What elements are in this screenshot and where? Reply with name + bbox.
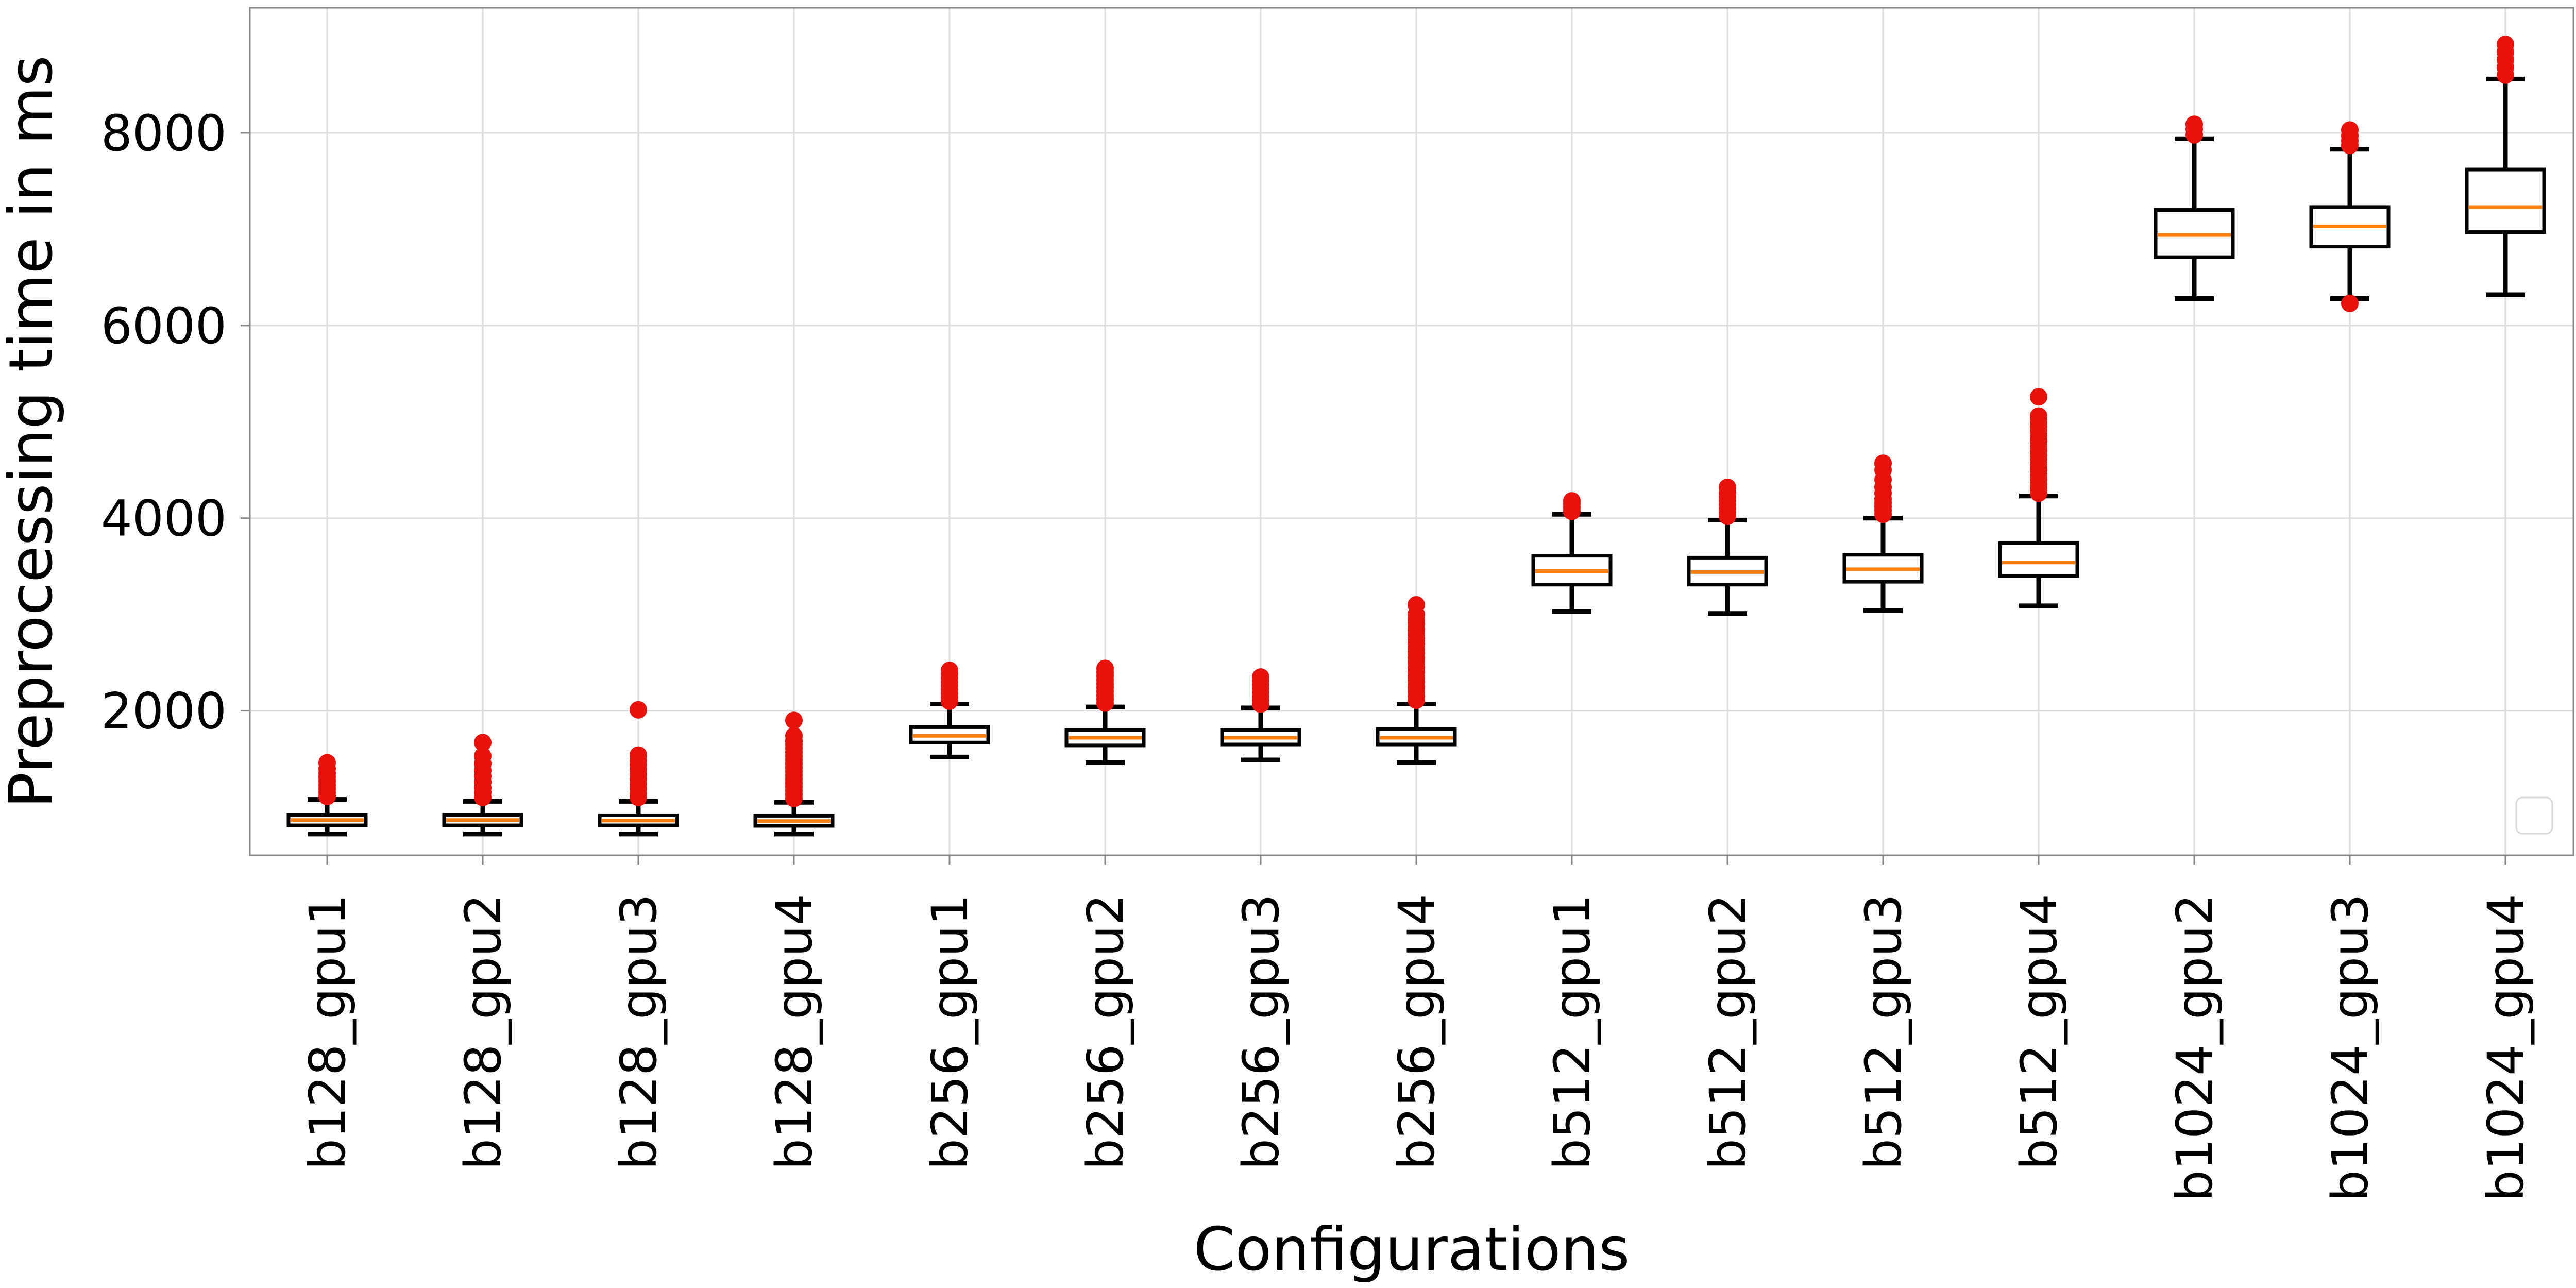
outlier-point	[2030, 407, 2047, 425]
box-b512_gpu4	[1998, 388, 2079, 608]
outlier-point	[474, 734, 492, 752]
outlier-point	[785, 727, 803, 745]
x-tick-label: b256_gpu2	[1077, 894, 1134, 1170]
box-b1024_gpu3	[2309, 121, 2391, 312]
outlier-point	[2341, 294, 2359, 312]
box-iqr	[1998, 541, 2079, 578]
outlier-point	[785, 711, 803, 730]
outlier-point	[318, 754, 336, 772]
x-tick-label: b128_gpu1	[299, 894, 357, 1170]
x-axis-ticks: b128_gpu1 b128_gpu2 b128_gpu3 b128_gpu4 b256…	[299, 855, 2535, 1201]
box-b256_gpu1	[909, 662, 990, 759]
outlier-point	[1408, 596, 1425, 614]
box-b256_gpu2	[1064, 659, 1146, 766]
outlier-point	[2030, 388, 2047, 406]
x-tick-label: b256_gpu3	[1232, 894, 1290, 1170]
outlier-point	[2341, 121, 2359, 139]
x-axis-title: Configurations	[1193, 1215, 1630, 1284]
box-b256_gpu3	[1220, 668, 1301, 762]
y-tick-label: 6000	[101, 297, 227, 355]
box-b128_gpu3	[598, 701, 679, 837]
y-axis-title: Preprocessing time in ms	[0, 55, 66, 808]
x-tick-label: b512_gpu3	[1855, 894, 1912, 1170]
y-tick-label: 4000	[101, 490, 227, 548]
x-tick-label: b256_gpu4	[1388, 894, 1446, 1170]
outlier-point	[630, 746, 647, 764]
box-b128_gpu1	[286, 754, 368, 837]
outlier-point	[2185, 115, 2203, 133]
box-b128_gpu4	[753, 711, 835, 837]
x-tick-label: b128_gpu4	[766, 894, 823, 1170]
box-b512_gpu1	[1531, 492, 1613, 614]
box-b128_gpu2	[442, 734, 523, 837]
x-tick-label: b512_gpu1	[1544, 894, 1601, 1170]
box-iqr	[2465, 167, 2546, 234]
box-b512_gpu3	[1842, 454, 1924, 613]
box-b512_gpu2	[1687, 478, 1768, 616]
outlier-point	[1563, 492, 1581, 510]
y-tick-label: 2000	[101, 683, 227, 740]
outlier-point	[1719, 478, 1736, 496]
y-axis-ticks: 2000 4000 6000 8000	[101, 105, 250, 740]
outlier-point	[1252, 668, 1269, 686]
outlier-point	[941, 662, 958, 680]
x-tick-label: b1024_gpu3	[2321, 894, 2379, 1201]
x-tick-label: b1024_gpu4	[2477, 894, 2535, 1201]
x-tick-label: b512_gpu2	[1699, 894, 1757, 1170]
x-tick-label: b128_gpu3	[610, 894, 668, 1170]
y-tick-label: 8000	[101, 105, 227, 162]
box-b1024_gpu2	[2154, 115, 2235, 301]
x-tick-label: b1024_gpu2	[2166, 894, 2224, 1201]
box-series	[286, 36, 2546, 837]
outlier-point	[1096, 659, 1114, 677]
box-b256_gpu4	[1376, 596, 1457, 766]
outlier-point	[630, 701, 647, 719]
x-tick-label: b128_gpu2	[454, 894, 512, 1170]
plot-area-frame	[249, 7, 2574, 856]
outlier-point	[474, 747, 492, 765]
x-tick-label: b512_gpu4	[2010, 894, 2068, 1170]
box-b1024_gpu4	[2465, 36, 2546, 297]
outlier-point	[1874, 454, 1892, 472]
outlier-point	[2497, 36, 2514, 54]
x-tick-label: b256_gpu1	[921, 894, 979, 1170]
legend-box	[2515, 796, 2553, 835]
